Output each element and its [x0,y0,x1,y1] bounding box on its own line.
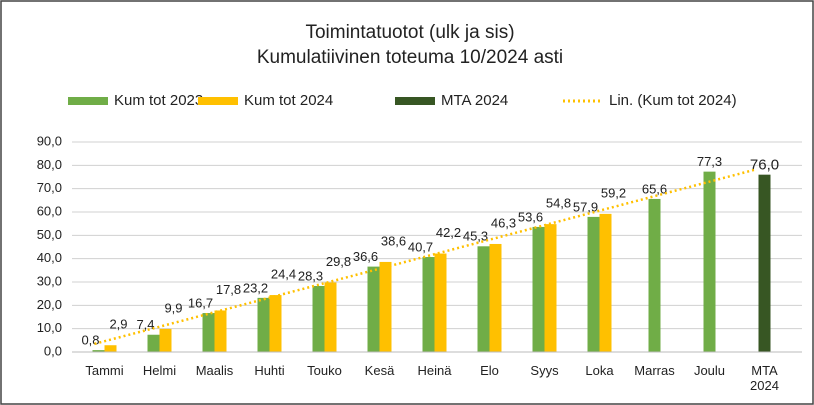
bar [257,297,270,352]
y-tick-label: 20,0 [37,297,62,312]
data-label: 54,8 [546,196,571,211]
data-label: 17,8 [216,282,241,297]
bar [159,328,172,352]
legend-label: Kum tot 2023 [114,92,203,109]
bar [758,174,771,352]
x-tick-label: Marras [634,363,675,378]
x-tick-label: Joulu [693,363,726,378]
y-tick-label: 40,0 [37,250,62,265]
data-label: 45,3 [463,229,488,244]
data-label: 57,9 [573,199,598,214]
bar [147,334,160,352]
data-label: 29,8 [326,254,351,269]
data-label: 9,9 [164,300,182,315]
x-tick-label: Touko [307,363,342,378]
data-label: 77,3 [697,154,722,169]
x-tick-label: Heinä [417,363,452,378]
x-tick-label: Maalis [195,363,234,378]
y-tick-label: 70,0 [37,180,62,195]
legend-label: Lin. (Kum tot 2024) [609,92,737,109]
x-tick-label: Loka [585,363,614,378]
legend-label: MTA 2024 [441,92,508,109]
y-tick-label: 90,0 [37,133,62,148]
bar [202,313,215,352]
chart-subtitle: Kumulatiivinen toteuma 10/2024 asti [257,47,563,68]
chart-title: Toimintatuotot (ulk ja sis) [305,22,514,43]
data-label: 0,8 [81,333,99,348]
y-tick-label: 0,0 [44,343,62,358]
data-label: 23,2 [243,280,268,295]
legend-label: Kum tot 2024 [244,92,333,109]
bar [92,350,105,352]
bar [324,282,337,352]
bar [312,285,325,352]
data-label: 28,3 [298,268,323,283]
bar [477,246,490,352]
bar [434,253,447,352]
data-label: 59,2 [601,185,626,200]
bar [489,243,502,352]
bar [422,257,435,352]
x-tick-label: Elo [480,363,499,378]
y-tick-label: 60,0 [37,203,62,218]
bar [269,295,282,352]
data-label: 65,6 [642,181,667,196]
trendline [94,168,755,346]
data-label: 46,3 [491,215,516,230]
bar [104,345,117,352]
data-label: 53,6 [518,209,543,224]
data-label: 2,9 [109,317,127,332]
bar [587,216,600,352]
bar [532,226,545,352]
data-label: 76,0 [750,157,779,174]
x-tick-label: Helmi [142,363,177,378]
y-tick-label: 50,0 [37,227,62,242]
x-tick-label: Kesä [364,363,395,378]
x-tick-label: MTA 2024 [750,363,779,393]
y-tick-label: 10,0 [37,320,62,335]
bar [599,213,612,352]
bar [214,310,227,352]
x-tick-label: Syys [530,363,559,378]
y-tick-label: 30,0 [37,273,62,288]
bar [379,261,392,352]
x-tick-label: Tammi [85,363,124,378]
data-label: 42,2 [436,225,461,240]
x-tick-label: Huhti [254,363,285,378]
data-label: 40,7 [408,239,433,254]
bar [703,171,716,352]
data-label: 36,6 [353,249,378,264]
bar [544,224,557,352]
bar [648,198,661,352]
data-label: 16,7 [188,295,213,310]
data-label: 7,4 [136,317,154,332]
data-label: 38,6 [381,233,406,248]
bar [367,266,380,352]
y-tick-label: 80,0 [37,157,62,172]
data-label: 24,4 [271,267,296,282]
